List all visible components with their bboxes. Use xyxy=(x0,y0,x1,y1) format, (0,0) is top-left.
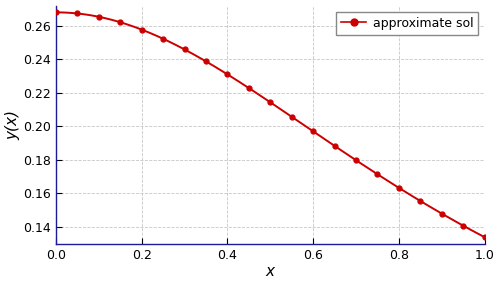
approximate sol xyxy=(310,130,316,133)
approximate sol xyxy=(246,86,252,90)
approximate sol xyxy=(160,37,166,40)
approximate sol xyxy=(482,235,488,239)
approximate sol xyxy=(53,11,59,14)
approximate sol xyxy=(139,28,145,31)
X-axis label: x: x xyxy=(266,264,275,280)
approximate sol xyxy=(96,15,102,19)
approximate sol xyxy=(438,212,444,215)
approximate sol xyxy=(417,199,423,203)
approximate sol xyxy=(224,73,230,76)
approximate sol xyxy=(288,115,294,119)
approximate sol xyxy=(74,12,80,15)
approximate sol xyxy=(396,186,402,190)
Line: approximate sol: approximate sol xyxy=(54,10,487,240)
approximate sol xyxy=(460,224,466,227)
Legend: approximate sol: approximate sol xyxy=(336,12,478,35)
Y-axis label: y(x): y(x) xyxy=(6,110,20,140)
approximate sol xyxy=(182,48,188,51)
approximate sol xyxy=(353,158,359,162)
approximate sol xyxy=(118,21,124,24)
approximate sol xyxy=(332,144,338,148)
approximate sol xyxy=(203,60,209,63)
approximate sol xyxy=(268,101,274,104)
approximate sol xyxy=(374,172,380,176)
